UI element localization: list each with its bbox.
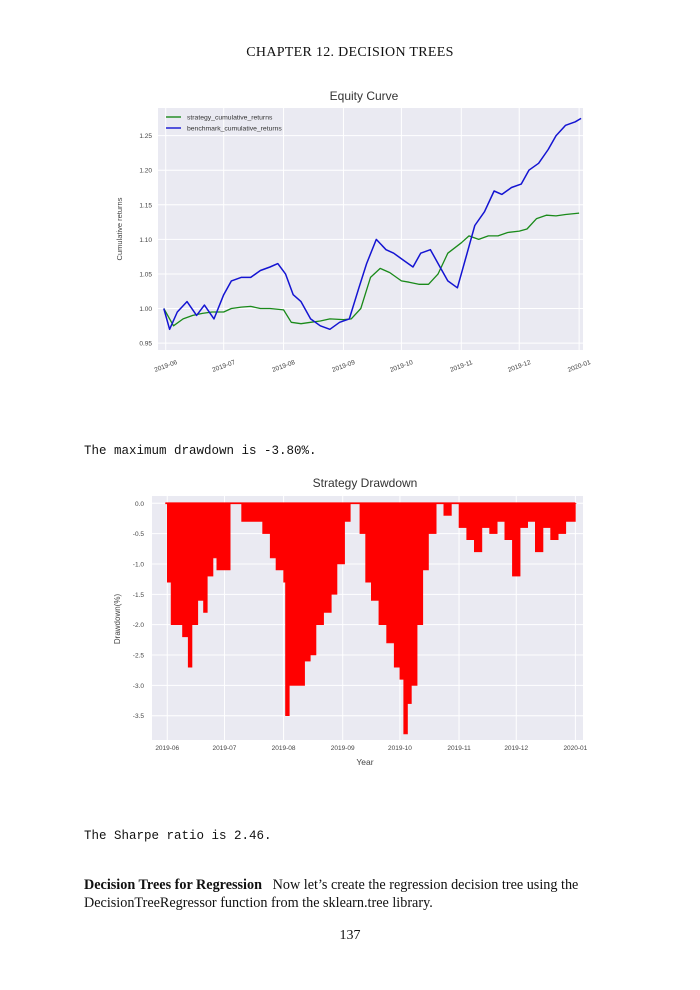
x-tick-label: 2019-09 (331, 745, 355, 752)
x-tick-label: 2019-07 (213, 745, 237, 752)
running-head: CHAPTER 12. DECISION TREES (246, 45, 454, 60)
grid-lines (158, 108, 583, 350)
x-tick-label: 2019-09 (331, 359, 356, 374)
page-number: 137 (339, 928, 361, 943)
y-tick-label: 1.25 (139, 133, 152, 140)
x-tick-label: 2019-06 (155, 745, 179, 752)
chart-title: Equity Curve (330, 89, 399, 103)
x-tick-labels: 2019-06 2019-07 2019-08 2019-09 2019-10 2019-… (155, 745, 587, 752)
x-tick-label: 2019-12 (504, 745, 528, 752)
benchmark-line (163, 117, 582, 331)
paragraph-text: Now let’s create the regression decision… (84, 877, 579, 911)
y-tick-label: 1.05 (139, 271, 152, 278)
x-tick-label: 2019-08 (271, 359, 296, 374)
x-tick-label: 2019-12 (507, 359, 532, 374)
y-axis-label: Drawdown(%) (113, 594, 122, 645)
x-tick-label: 2019-07 (211, 359, 236, 374)
sharpe-ratio-text: The Sharpe ratio is 2.46. (84, 829, 272, 843)
x-tick-label: 2019-11 (449, 359, 474, 374)
regression-paragraph: Decision Trees for Regression Now let’s … (84, 876, 619, 912)
legend-label-strategy: strategy_cumulative_returns (187, 115, 273, 122)
y-tick-label: -1.5 (133, 592, 145, 599)
paragraph-heading: Decision Trees for Regression (84, 877, 262, 893)
x-tick-label: 2019-10 (388, 745, 412, 752)
drawdown-figure: Strategy Drawdown 0.0 -0.5 -1.0 -1.5 -2.0 -2.… (108, 474, 593, 774)
y-tick-label: -0.5 (133, 531, 145, 538)
x-tick-label: 2019-11 (447, 745, 471, 752)
legend: strategy_cumulative_returns benchmark_cu… (166, 115, 282, 133)
max-drawdown-text: The maximum drawdown is -3.80%. (84, 444, 317, 458)
x-tick-label: 2020-01 (563, 745, 587, 752)
y-tick-label: 1.20 (139, 168, 152, 175)
y-tick-label: -3.5 (133, 713, 145, 720)
y-tick-label: 1.15 (139, 202, 152, 209)
equity-curve-chart: Equity Curve 0.95 1.00 1.05 1.10 1.15 1.20 1.2… (115, 89, 592, 374)
y-tick-label: -2.0 (133, 622, 145, 629)
y-tick-label: -2.5 (133, 653, 145, 660)
drawdown-fill (165, 502, 577, 735)
y-tick-label: 1.10 (139, 237, 152, 244)
x-tick-label: 2019-10 (389, 359, 414, 374)
x-tick-label: 2020-01 (567, 359, 592, 374)
equity-curve-figure: Equity Curve 0.95 1.00 1.05 1.10 1.15 1.20 1.2… (108, 86, 593, 386)
drawdown-chart: Strategy Drawdown 0.0 -0.5 -1.0 -1.5 -2.0 -2.… (113, 476, 588, 767)
y-tick-label: 1.00 (139, 306, 152, 313)
legend-label-benchmark: benchmark_cumulative_returns (187, 126, 282, 133)
y-tick-labels: 0.0 -0.5 -1.0 -1.5 -2.0 -2.5 -3.0 -3.5 (133, 501, 145, 720)
x-axis-label: Year (356, 757, 373, 767)
y-tick-labels: 0.95 1.00 1.05 1.10 1.15 1.20 1.25 (139, 133, 152, 347)
y-tick-label: -1.0 (133, 561, 145, 568)
y-tick-label: -3.0 (133, 683, 145, 690)
x-tick-label: 2019-08 (272, 745, 296, 752)
chart-title: Strategy Drawdown (313, 476, 418, 490)
strategy-line (163, 212, 580, 327)
y-tick-label: 0.0 (135, 501, 144, 508)
series-lines (163, 117, 582, 331)
x-tick-label: 2019-06 (153, 359, 178, 374)
y-axis-label: Cumulative returns (115, 197, 124, 260)
x-tick-labels: 2019-06 2019-07 2019-08 2019-09 2019-10 2019-… (153, 359, 592, 374)
drawdown-area (165, 502, 577, 735)
y-tick-label: 0.95 (139, 341, 152, 348)
